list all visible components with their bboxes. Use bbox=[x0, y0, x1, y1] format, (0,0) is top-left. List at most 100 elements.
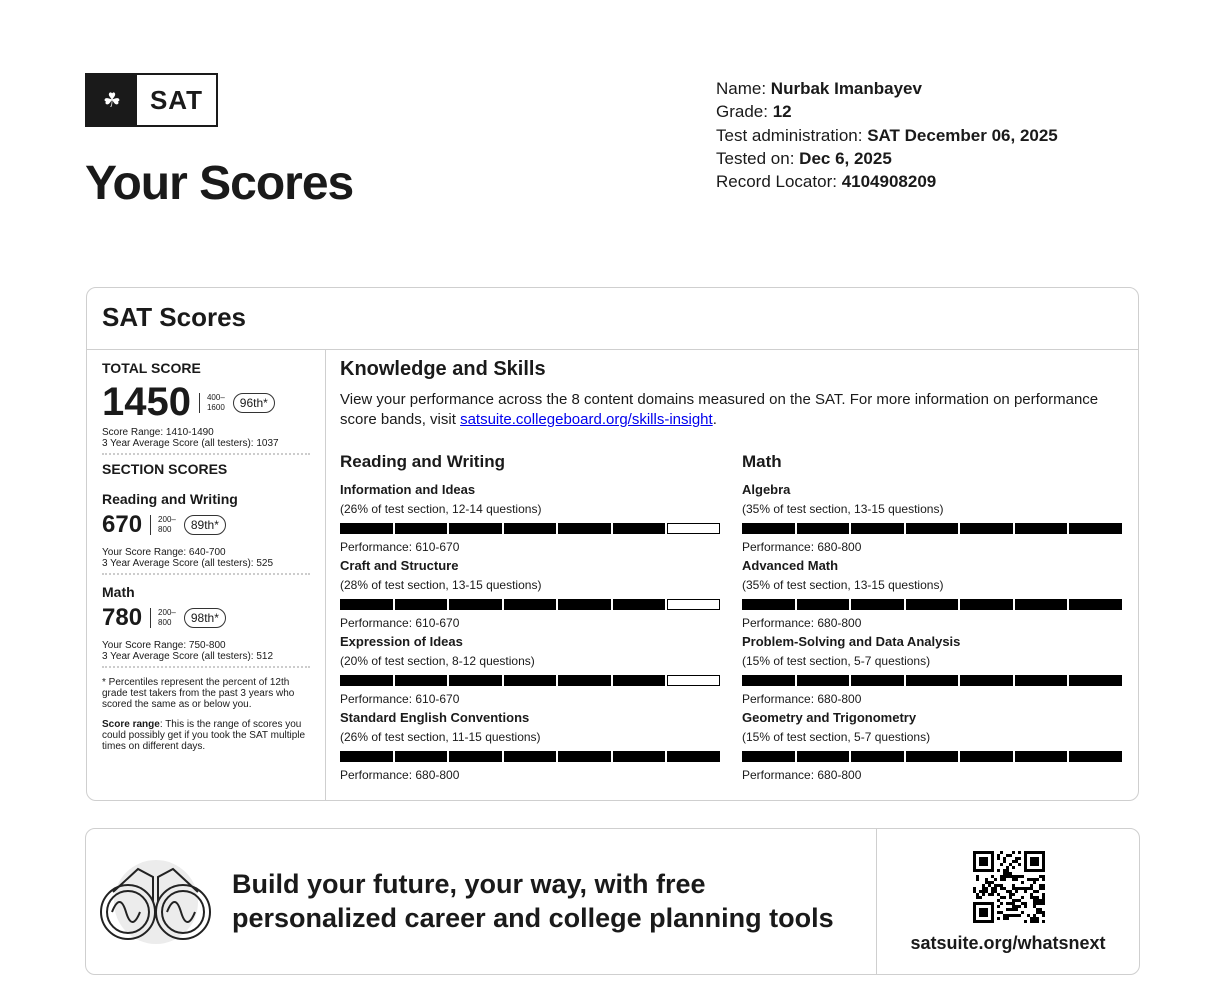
performance-bar-segment bbox=[503, 599, 557, 610]
ks-title: Knowledge and Skills bbox=[340, 358, 546, 380]
performance-bar-segment bbox=[1014, 751, 1068, 762]
performance-bar bbox=[742, 523, 1123, 534]
performance-bar-segment bbox=[612, 751, 666, 762]
domain-name: Craft and Structure bbox=[340, 558, 459, 573]
performance-bar-segment bbox=[851, 523, 904, 534]
domain-weight: (20% of test section, 8-12 questions) bbox=[340, 654, 535, 668]
whatsnext-url[interactable]: satsuite.org/whatsnext bbox=[910, 933, 1106, 953]
performance-bar-segment bbox=[742, 675, 795, 686]
performance-bar-segment bbox=[667, 751, 721, 762]
performance-bar-segment bbox=[796, 523, 850, 534]
section-range: 200– 800 bbox=[150, 608, 176, 628]
performance-bar-segment bbox=[340, 599, 393, 610]
performance-bar-segment bbox=[1014, 599, 1068, 610]
domain-name: Geometry and Trigonometry bbox=[742, 710, 917, 725]
binoculars-icon bbox=[100, 860, 211, 944]
domain-weight: (26% of test section, 12-14 questions) bbox=[340, 502, 542, 516]
domain-performance: Performance: 610-670 bbox=[340, 692, 460, 706]
promo-text: Build your future, your way, with free p… bbox=[232, 869, 834, 933]
student-info: Name: Nurbak Imanbayev Grade: 12 Test admi… bbox=[716, 77, 1058, 193]
performance-bar-segment bbox=[960, 675, 1013, 686]
performance-bar-segment bbox=[449, 599, 502, 610]
performance-bar bbox=[742, 675, 1123, 686]
domain-name: Expression of Ideas bbox=[340, 634, 463, 649]
performance-bar-segment bbox=[905, 523, 959, 534]
performance-bar-segment bbox=[851, 599, 904, 610]
info-row: Grade: 12 bbox=[716, 102, 792, 122]
info-row: Name: Nurbak Imanbayev bbox=[716, 79, 922, 98]
performance-bar-segment bbox=[394, 751, 448, 762]
performance-bar-segment bbox=[796, 675, 850, 686]
domain-performance: Performance: 680-800 bbox=[742, 616, 862, 630]
domain-weight: (15% of test section, 5-7 questions) bbox=[742, 730, 931, 744]
domain-weight: (35% of test section, 13-15 questions) bbox=[742, 502, 944, 516]
section-score-value: 670 bbox=[102, 511, 143, 538]
sat-logo: ☘ SAT bbox=[85, 73, 218, 127]
knowledge-skills: Knowledge and Skills View your performan… bbox=[340, 350, 1138, 800]
section-score-range: Your Score Range: 750-800 bbox=[102, 640, 226, 651]
content-domain: Information and Ideas (26% of test secti… bbox=[340, 482, 721, 554]
performance-bar-segment bbox=[1069, 675, 1123, 686]
performance-bar-segment bbox=[742, 523, 795, 534]
domain-weight: (35% of test section, 13-15 questions) bbox=[742, 578, 944, 592]
percentile-footnote: * Percentiles represent the percent of 1… bbox=[102, 677, 295, 710]
card-title: SAT Scores bbox=[87, 288, 1138, 350]
total-percentile: 96th* bbox=[232, 392, 275, 413]
logo-text: SAT bbox=[149, 84, 204, 115]
performance-bar-segment bbox=[1069, 599, 1123, 610]
performance-bar-segment bbox=[796, 751, 850, 762]
performance-bar-segment bbox=[667, 523, 721, 534]
performance-bar-segment bbox=[394, 599, 448, 610]
performance-bar bbox=[742, 751, 1123, 762]
skills-insight-link[interactable]: satsuite.collegeboard.org/skills-insight bbox=[460, 411, 713, 428]
performance-bar-segment bbox=[612, 599, 666, 610]
performance-bar-segment bbox=[667, 675, 721, 686]
ks-description: View your performance across the 8 conte… bbox=[340, 391, 1099, 428]
sat-scores-card: SAT Scores TOTAL SCORE 1450 400– 1600 96t… bbox=[86, 287, 1139, 801]
domain-column-title: Math bbox=[742, 452, 782, 471]
performance-bar-segment bbox=[503, 523, 557, 534]
section-score-value: 780 bbox=[102, 604, 143, 631]
total-range: 400– 1600 bbox=[198, 392, 225, 413]
domain-performance: Performance: 680-800 bbox=[742, 692, 862, 706]
domain-name: Problem-Solving and Data Analysis bbox=[742, 634, 961, 649]
total-score-label: TOTAL SCORE bbox=[102, 360, 201, 376]
domain-column-title: Reading and Writing bbox=[340, 452, 505, 471]
section-percentile: 89th* bbox=[183, 515, 226, 535]
performance-bar bbox=[340, 523, 721, 534]
performance-bar-segment bbox=[340, 751, 393, 762]
performance-bar-segment bbox=[1014, 675, 1068, 686]
performance-bar-segment bbox=[1069, 751, 1123, 762]
performance-bar-segment bbox=[796, 599, 850, 610]
performance-bar-segment bbox=[558, 523, 611, 534]
performance-bar-segment bbox=[394, 675, 448, 686]
performance-bar-segment bbox=[449, 523, 502, 534]
score-range-footnote: Score range: This is the range of scores… bbox=[102, 719, 306, 752]
content-domain: Expression of Ideas (20% of test section… bbox=[340, 634, 721, 706]
performance-bar-segment bbox=[960, 751, 1013, 762]
performance-bar-segment bbox=[667, 599, 721, 610]
performance-bar-segment bbox=[851, 751, 904, 762]
promo-banner: Build your future, your way, with free p… bbox=[85, 828, 1140, 975]
domain-performance: Performance: 610-670 bbox=[340, 540, 460, 554]
performance-bar-segment bbox=[394, 523, 448, 534]
performance-bar-segment bbox=[558, 751, 611, 762]
section-name: Math bbox=[102, 584, 135, 600]
content-domain: Standard English Conventions (26% of tes… bbox=[340, 710, 721, 782]
content-domain: Problem-Solving and Data Analysis (15% o… bbox=[742, 634, 1123, 706]
section-average: 3 Year Average Score (all testers): 525 bbox=[102, 558, 274, 569]
content-domain: Craft and Structure (28% of test section… bbox=[340, 558, 721, 630]
performance-bar-segment bbox=[558, 599, 611, 610]
content-domain: Advanced Math (35% of test section, 13-1… bbox=[742, 558, 1123, 630]
domain-name: Standard English Conventions bbox=[340, 710, 530, 725]
domain-name: Algebra bbox=[742, 482, 791, 497]
section-score-range: Your Score Range: 640-700 bbox=[102, 547, 226, 558]
performance-bar-segment bbox=[851, 675, 904, 686]
section-score: Math 780 200– 800 98th* Your Score Range:… bbox=[102, 584, 310, 668]
performance-bar bbox=[340, 599, 721, 610]
performance-bar-segment bbox=[503, 675, 557, 686]
performance-bar-segment bbox=[558, 675, 611, 686]
scores-column: TOTAL SCORE 1450 400– 1600 96th* Score Ra… bbox=[87, 350, 326, 800]
performance-bar-segment bbox=[1069, 523, 1123, 534]
domain-name: Advanced Math bbox=[742, 558, 839, 573]
